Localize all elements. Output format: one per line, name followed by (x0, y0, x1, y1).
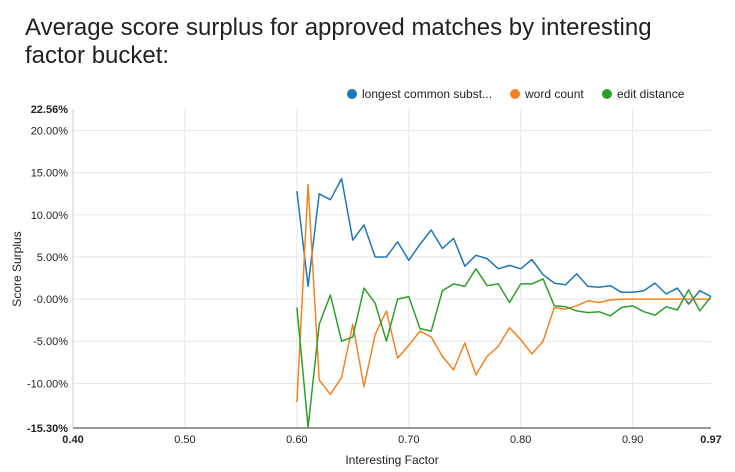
series-line-edit-distance (296, 268, 712, 428)
legend-label-longest-common-subst: longest common subst... (362, 87, 492, 101)
y-tick-label: 5.00% (37, 252, 68, 264)
y-tick-label: 22.56% (31, 104, 69, 116)
x-axis-title: Interesting Factor (345, 453, 438, 467)
legend-label-edit-distance: edit distance (617, 87, 685, 101)
y-tick-label: -10.00% (27, 378, 68, 390)
legend: longest common subst... word count edit di… (347, 87, 685, 101)
y-tick-label: 10.00% (31, 210, 69, 222)
x-tick-label: 0.80 (510, 434, 531, 446)
x-tick-label: 0.40 (62, 434, 83, 446)
series-lines (296, 177, 712, 428)
x-tick-label: 0.60 (286, 434, 307, 446)
legend-label-word-count: word count (524, 87, 584, 101)
y-tick-label: -0.00% (33, 294, 68, 306)
series-line-longest-common-subst (296, 177, 712, 305)
x-tick-label: 0.97 (700, 434, 721, 446)
legend-marker-longest-common-subst (347, 89, 357, 99)
x-tick-label: 0.70 (398, 434, 419, 446)
x-tick-label: 0.90 (622, 434, 643, 446)
y-axis-title: Score Surplus (10, 231, 24, 306)
series-line-word-count (296, 183, 711, 402)
y-tick-label: -15.30% (27, 423, 68, 435)
y-tick-label: 20.00% (31, 126, 69, 138)
y-tick-label: 15.00% (31, 168, 69, 180)
legend-marker-word-count (510, 89, 520, 99)
chart-title: Average score surplus for approved match… (25, 14, 652, 69)
gridlines (73, 109, 711, 428)
axes: 0.40 0.50 0.60 0.70 0.80 0.90 0.97 -15.30% -10.0… (27, 104, 722, 446)
y-tick-label: -5.00% (33, 336, 68, 348)
x-tick-label: 0.50 (174, 434, 195, 446)
legend-marker-edit-distance (602, 89, 612, 99)
